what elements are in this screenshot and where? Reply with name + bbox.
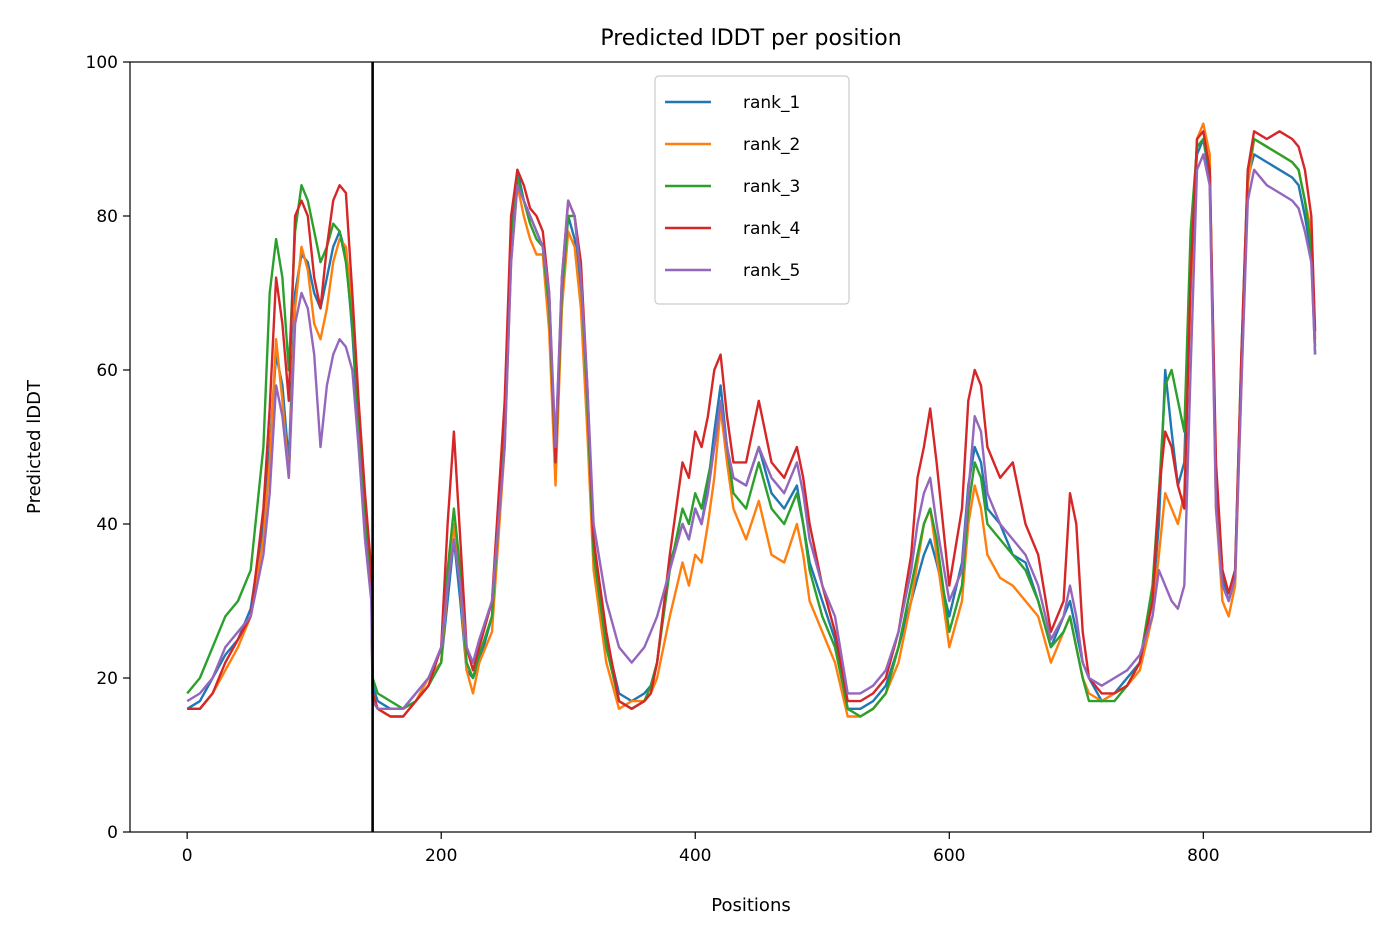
x-axis: 0 200 400 600 800 [182,832,1220,866]
legend-frame [654,75,850,305]
x-axis-label: Positions [711,895,790,916]
y-tick-label: 0 [107,823,118,843]
y-tick-label: 80 [96,207,118,227]
y-tick-label: 60 [96,361,118,381]
legend-label-rank_1: rank_1 [743,93,800,113]
x-tick-label: 0 [182,846,193,866]
y-axis-label: Predicted lDDT [24,379,45,514]
legend-label-rank_5: rank_5 [743,261,800,281]
x-tick-label: 200 [425,846,457,866]
legend-label-rank_2: rank_2 [743,135,800,155]
series-group [186,122,1317,718]
legend: rank_1 rank_2 rank_3 rank_4 rank_5 [654,75,850,305]
series-line-rank_4 [187,130,1317,718]
y-tick-label: 40 [96,515,118,535]
y-tick-label: 20 [96,669,118,689]
y-tick-label: 100 [86,53,118,73]
x-tick-label: 400 [679,846,711,866]
plot-area [129,61,1372,833]
x-tick-label: 600 [933,846,965,866]
y-axis: 0 20 40 60 80 100 [86,53,130,843]
legend-label-rank_3: rank_3 [743,177,800,197]
plot-frame [129,61,1372,833]
x-tick-label: 800 [1187,846,1219,866]
legend-label-rank_4: rank_4 [743,219,800,239]
series-line-rank_5 [186,153,1317,710]
chart-title: Predicted lDDT per position [600,26,901,51]
